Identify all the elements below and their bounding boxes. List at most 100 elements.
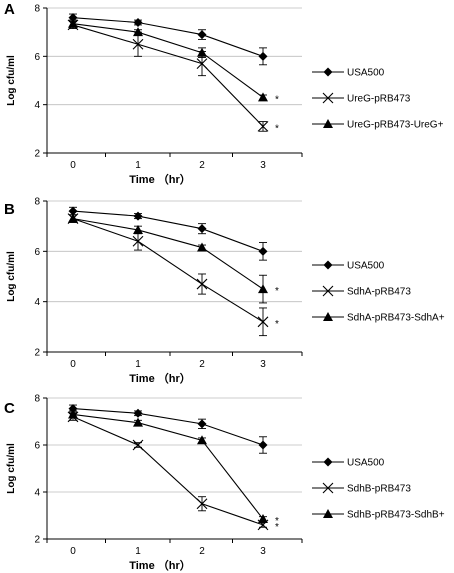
series-line: [72, 416, 264, 526]
x-tick-label: 0: [70, 160, 76, 171]
y-tick-label: 6: [34, 441, 40, 452]
x-tick-label: 2: [199, 160, 205, 171]
x-tick-label: 2: [199, 546, 205, 557]
data-point: [68, 18, 78, 28]
legend-marker: [323, 119, 333, 128]
series-2: [67, 19, 269, 132]
data-point: [258, 51, 268, 61]
data-point: [132, 38, 144, 50]
y-tick-label: 2: [34, 348, 40, 359]
data-point: [258, 246, 268, 256]
data-point: [197, 419, 207, 429]
legend-entry: USA500: [347, 68, 385, 79]
data-point: [258, 440, 268, 450]
x-tick-label: 1: [135, 160, 141, 171]
data-point: [258, 514, 268, 524]
data-point: [197, 435, 207, 445]
data-point: [197, 224, 207, 234]
series-line: [72, 408, 264, 446]
series-1: [68, 404, 268, 454]
significance-asterisk: *: [275, 94, 279, 105]
legend: USA500 UreG-pRB473 UreG-pRB473-UreG+: [312, 67, 444, 131]
x-tick-label: 1: [135, 546, 141, 557]
x-tick-label: 1: [135, 359, 141, 370]
series-3: [68, 409, 268, 524]
data-point: [68, 409, 78, 419]
legend: USA500 SdhA-pRB473 SdhA-pRB473-SdhA+: [312, 260, 445, 324]
data-point: [258, 284, 268, 294]
y-tick-label: 4: [34, 297, 40, 308]
legend-marker: [322, 285, 334, 297]
series-3: [68, 18, 268, 102]
series-line: [72, 218, 264, 323]
y-tick-label: 4: [34, 100, 40, 111]
x-tick-label: 3: [260, 160, 266, 171]
legend-entry: SdhA-pRB473: [347, 287, 411, 298]
legend-entry: USA500: [347, 261, 385, 272]
significance-asterisk: *: [275, 286, 279, 297]
series-3: [68, 213, 268, 304]
legend-marker: [322, 92, 334, 104]
x-axis-label: Time （hr）: [129, 173, 191, 186]
series-line: [72, 218, 264, 290]
legend-entry: UreG-pRB473: [347, 94, 411, 105]
legend-entry: UreG-pRB473-UreG+: [347, 120, 444, 131]
data-point: [133, 27, 143, 37]
x-axis-label: Time （hr）: [129, 372, 191, 385]
y-axis-label: Log cfu/ml: [6, 55, 17, 106]
series-line: [72, 17, 264, 57]
series-line: [72, 24, 264, 127]
series-line: [72, 413, 264, 520]
y-tick-label: 6: [34, 52, 40, 63]
data-point: [197, 47, 207, 57]
significance-asterisk: *: [275, 319, 279, 330]
legend-marker: [323, 509, 333, 518]
y-tick-label: 2: [34, 149, 40, 160]
significance-asterisk: *: [275, 522, 279, 533]
legend-marker: [323, 457, 333, 467]
data-point: [257, 121, 269, 132]
significance-asterisk: *: [275, 123, 279, 134]
data-point: [133, 211, 143, 221]
data-point: [133, 224, 143, 234]
panel-c: C 2 4 6 8 0 1 2 3 Time （hr） Log cfu/ml ** USA500 SdhB…: [4, 394, 445, 573]
legend-entry: SdhB-pRB473-SdhB+: [347, 510, 445, 521]
panel-label: B: [4, 201, 15, 218]
data-point: [197, 30, 207, 40]
data-point: [133, 417, 143, 427]
legend-marker: [323, 260, 333, 270]
data-point: [258, 92, 268, 102]
y-tick-label: 4: [34, 488, 40, 499]
data-point: [68, 206, 78, 216]
y-tick-label: 2: [34, 535, 40, 546]
legend-entry: SdhB-pRB473: [347, 484, 411, 495]
y-tick-label: 8: [34, 4, 40, 15]
series-2: [67, 213, 269, 337]
data-point: [196, 278, 208, 290]
series-line: [72, 23, 264, 98]
y-axis-label: Log cfu/ml: [6, 443, 17, 494]
y-tick-label: 6: [34, 247, 40, 258]
x-tick-label: 2: [199, 359, 205, 370]
x-axis-label: Time （hr）: [129, 559, 191, 572]
series-line: [72, 210, 264, 252]
data-point: [196, 58, 208, 69]
y-tick-label: 8: [34, 197, 40, 208]
panel-a: A 2 4 6 8 0 1 2 3 Time （hr） Log cfu/ml * * USA500 UreG…: [4, 1, 444, 186]
x-tick-label: 0: [70, 359, 76, 370]
legend-marker: [323, 67, 333, 77]
data-point: [132, 439, 144, 451]
significance-asterisk: *: [275, 516, 279, 527]
x-tick-label: 0: [70, 546, 76, 557]
y-tick-label: 8: [34, 394, 40, 405]
panel-label: A: [4, 1, 15, 18]
legend: USA500 SdhB-pRB473 SdhB-pRB473-SdhB+: [312, 457, 445, 521]
legend-entry: USA500: [347, 458, 385, 469]
series-2: [67, 411, 269, 531]
data-point: [132, 235, 144, 247]
panel-b: B 2 4 6 8 0 1 2 3 Time （hr） Log cfu/ml * * USA500 SdhA…: [4, 197, 445, 386]
data-point: [68, 213, 78, 223]
y-axis-label: Log cfu/ml: [6, 251, 17, 302]
data-point: [133, 408, 143, 418]
